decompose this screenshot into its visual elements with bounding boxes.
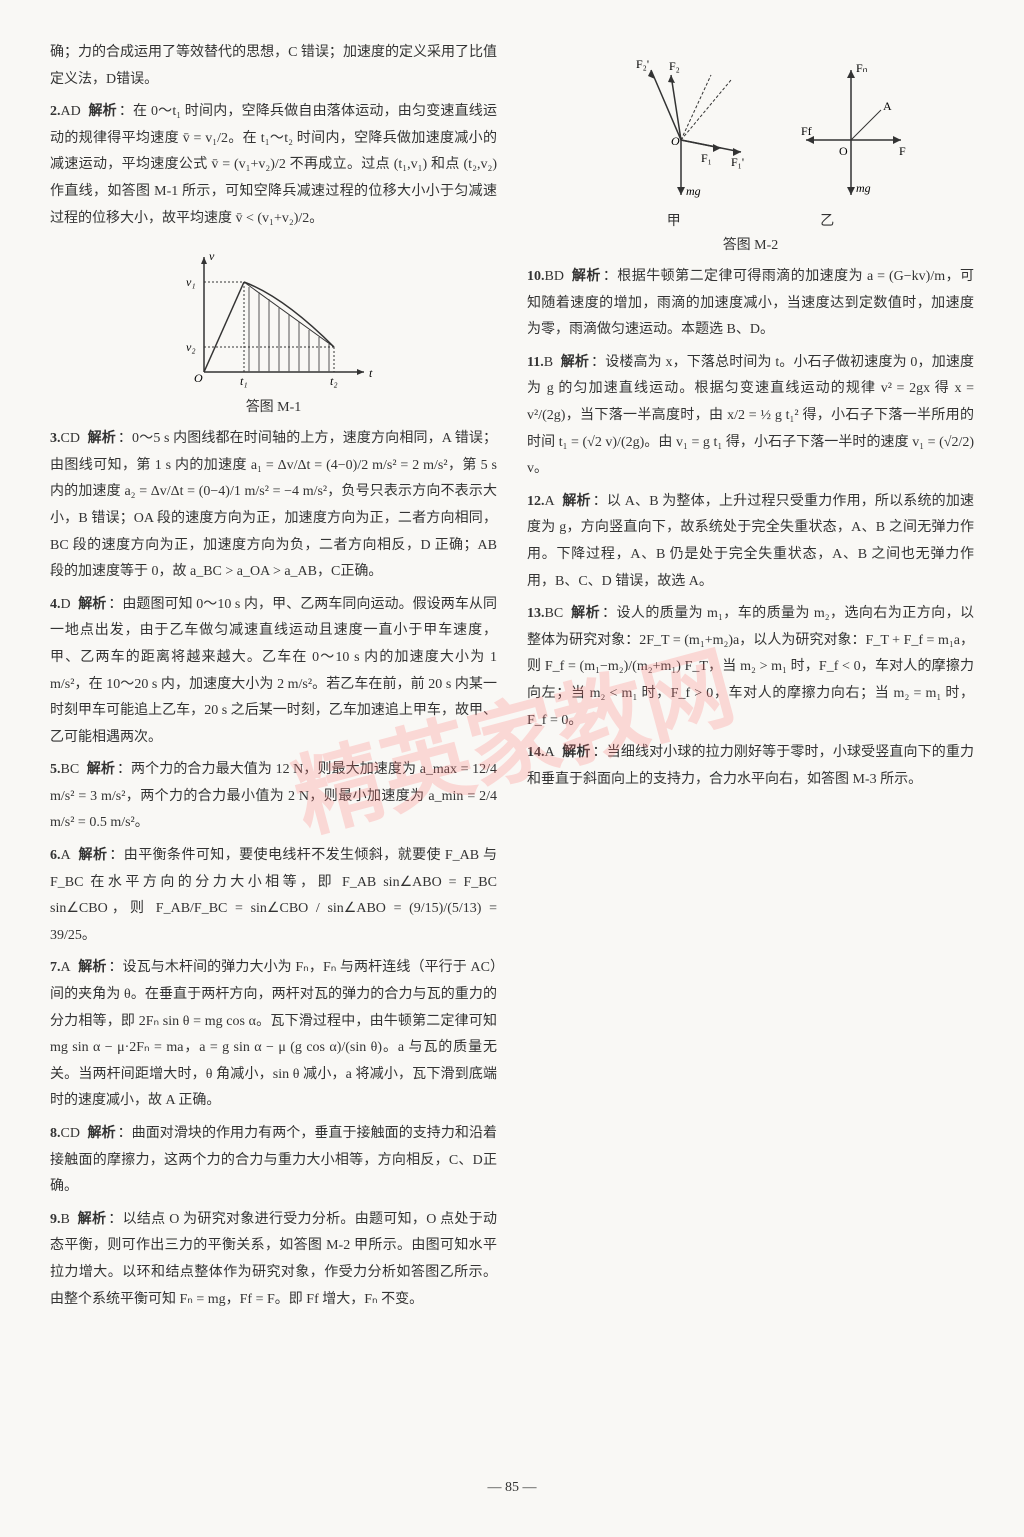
svg-text:v: v — [209, 249, 215, 263]
entry-body: ：在 0～t₁ 时间内，空降兵做自由落体运动，由匀变速直线运动的规律得平均速度 … — [50, 104, 497, 225]
page-footer: — 85 — — [0, 1470, 1024, 1526]
entry-body: 确；力的合成运用了等效替代的思想，C 错误；加速度的定义采用了比值定义法，D错误… — [50, 45, 497, 87]
page-content: 精英家教网 确；力的合成运用了等效替代的思想，C 错误；加速度的定义采用了比值定… — [0, 0, 1024, 1470]
entry-ans: A — [61, 960, 71, 975]
svg-text:F₂': F₂' — [636, 57, 649, 71]
entry-num: 13. — [527, 606, 545, 621]
svg-text:Fₙ: Fₙ — [856, 61, 868, 75]
entry-body: ：由平衡条件可知，要使电线杆不发生倾斜，就要使 F_AB 与 F_BC 在水平方… — [50, 848, 497, 943]
entry-tag: 解析 — [88, 431, 116, 446]
entry-tag: 解析 — [562, 745, 590, 760]
figure-m2-labels: 甲 乙 — [527, 210, 974, 230]
svg-text:t₂: t₂ — [330, 374, 338, 388]
svg-text:t₁: t₁ — [240, 374, 248, 388]
entry-13: 13.BC 解析：设人的质量为 m₁，车的质量为 m₂，选向右为正方向，以整体为… — [527, 601, 974, 734]
entry-ans: AD — [61, 104, 81, 119]
entry-tag: 解析 — [571, 606, 600, 621]
figure-m1-svg: O t v — [164, 242, 384, 392]
entry-num: 8. — [50, 1126, 61, 1141]
entry-body: ：设瓦与木杆间的弹力大小为 Fₙ，Fₙ 与两杆连线（平行于 AC）间的夹角为 θ… — [50, 960, 497, 1108]
entry-3: 3.CD 解析：0～5 s 内图线都在时间轴的上方，速度方向相同，A 错误；由图… — [50, 426, 497, 586]
entry-4: 4.D 解析：由题图可知 0～10 s 内，甲、乙两车同向运动。假设两车从同一地… — [50, 592, 497, 752]
svg-text:t: t — [369, 366, 373, 380]
entry-tag: 解析 — [561, 355, 589, 370]
entry-8: 8.CD 解析：曲面对滑块的作用力有两个，垂直于接触面的支持力和沿着接触面的摩擦… — [50, 1121, 497, 1201]
svg-text:Ff: Ff — [801, 124, 812, 138]
entry-body: ：两个力的合力最大值为 12 N，则最大加速度为 a_max = 12/4 m/… — [50, 762, 497, 830]
svg-text:v₁: v₁ — [186, 275, 196, 289]
entry-2: 2.AD 解析：在 0～t₁ 时间内，空降兵做自由落体运动，由匀变速直线运动的规… — [50, 99, 497, 232]
entry-num: 14. — [527, 745, 545, 760]
svg-text:F₁': F₁' — [731, 155, 744, 169]
entry-11: 11.B 解析：设楼高为 x，下落总时间为 t。小石子做初速度为 0，加速度为 … — [527, 350, 974, 483]
figure-m2-caption: 答图 M-2 — [527, 234, 974, 254]
svg-text:mg: mg — [856, 181, 871, 195]
entry-num: 7. — [50, 960, 61, 975]
svg-text:v₂: v₂ — [186, 340, 196, 354]
entry-12: 12.A 解析：以 A、B 为整体，上升过程只受重力作用，所以系统的加速度为 g… — [527, 489, 974, 595]
entry-tag: 解析 — [78, 960, 106, 975]
entry-10: 10.BD 解析：根据牛顿第二定律可得雨滴的加速度为 a = (G−kv)/m，… — [527, 264, 974, 344]
entry-num: 5. — [50, 762, 61, 777]
svg-text:F₁: F₁ — [701, 151, 712, 165]
figure-m1-caption: 答图 M-1 — [50, 396, 497, 416]
entry-body: ：设人的质量为 m₁，车的质量为 m₂，选向右为正方向，以整体为研究对象：2F_… — [527, 606, 974, 727]
entry-tag: 解析 — [88, 104, 116, 119]
entry-num: 12. — [527, 494, 545, 509]
figure-m2-right-label: 乙 — [752, 210, 902, 230]
entry-ans: B — [544, 355, 553, 370]
entry-ans: BC — [61, 762, 80, 777]
figure-m2-left-label: 甲 — [599, 210, 749, 230]
entry-ans: CD — [61, 1126, 80, 1141]
entry-num: 3. — [50, 431, 61, 446]
svg-text:A: A — [883, 99, 892, 113]
entry-body: ：由题图可知 0～10 s 内，甲、乙两车同向运动。假设两车从同一地点出发，由于… — [50, 597, 497, 745]
entry-ans: A — [545, 494, 555, 509]
entry-ans: A — [545, 745, 555, 760]
entry-5: 5.BC 解析：两个力的合力最大值为 12 N，则最大加速度为 a_max = … — [50, 757, 497, 837]
entry-body: ：设楼高为 x，下落总时间为 t。小石子做初速度为 0，加速度为 g 的匀加速直… — [527, 355, 974, 476]
entry-num: 2. — [50, 104, 61, 119]
entry-tag: 解析 — [88, 1126, 116, 1141]
entry-ans: D — [61, 597, 71, 612]
entry-body: ：以结点 O 为研究对象进行受力分析。由题可知，O 点处于动态平衡，则可作出三力… — [50, 1212, 497, 1307]
entry-num: 4. — [50, 597, 61, 612]
entry-9: 9.B 解析：以结点 O 为研究对象进行受力分析。由题可知，O 点处于动态平衡，… — [50, 1207, 497, 1313]
figure-m2: O F₂' F₂ F₁ F₁' mg — [527, 40, 974, 254]
entry-num: 11. — [527, 355, 544, 370]
figure-m2-svg: O F₂' F₂ F₁ F₁' mg — [581, 40, 921, 210]
svg-text:mg: mg — [686, 184, 701, 198]
entry-num: 9. — [50, 1212, 61, 1227]
entry-ans: B — [61, 1212, 70, 1227]
entry-ans: CD — [61, 431, 80, 446]
entry-body: ：当细线对小球的拉力刚好等于零时，小球受竖直向下的重力和垂直于斜面向上的支持力，… — [527, 745, 974, 787]
entry-ans: BD — [545, 269, 564, 284]
entry-num: 10. — [527, 269, 545, 284]
svg-text:F: F — [899, 144, 906, 158]
entry-tag: 解析 — [79, 848, 108, 863]
entry-ans: A — [61, 848, 71, 863]
entry-tag: 解析 — [562, 494, 590, 509]
entry-tag: 解析 — [78, 597, 106, 612]
entry-body: ：曲面对滑块的作用力有两个，垂直于接触面的支持力和沿着接触面的摩擦力，这两个力的… — [50, 1126, 497, 1194]
svg-text:O: O — [839, 144, 848, 158]
entry-6: 6.A 解析：由平衡条件可知，要使电线杆不发生倾斜，就要使 F_AB 与 F_B… — [50, 843, 497, 949]
entry-ans: BC — [545, 606, 564, 621]
figure-m1: O t v — [50, 242, 497, 416]
entry-continuation: 确；力的合成运用了等效替代的思想，C 错误；加速度的定义采用了比值定义法，D错误… — [50, 40, 497, 93]
svg-text:F₂: F₂ — [669, 59, 680, 73]
entry-14: 14.A 解析：当细线对小球的拉力刚好等于零时，小球受竖直向下的重力和垂直于斜面… — [527, 740, 974, 793]
entry-num: 6. — [50, 848, 61, 863]
entry-7-part1: 7.A 解析：设瓦与木杆间的弹力大小为 Fₙ，Fₙ 与两杆连线（平行于 AC）间… — [50, 955, 497, 1115]
entry-tag: 解析 — [78, 1212, 107, 1227]
entry-body: ：以 A、B 为整体，上升过程只受重力作用，所以系统的加速度为 g，方向竖直向下… — [527, 494, 974, 589]
entry-tag: 解析 — [87, 762, 115, 777]
entry-tag: 解析 — [572, 269, 601, 284]
entry-body: ：0～5 s 内图线都在时间轴的上方，速度方向相同，A 错误；由图线可知，第 1… — [50, 431, 497, 579]
svg-text:O: O — [194, 371, 203, 385]
page-number: 85 — [505, 1480, 519, 1495]
